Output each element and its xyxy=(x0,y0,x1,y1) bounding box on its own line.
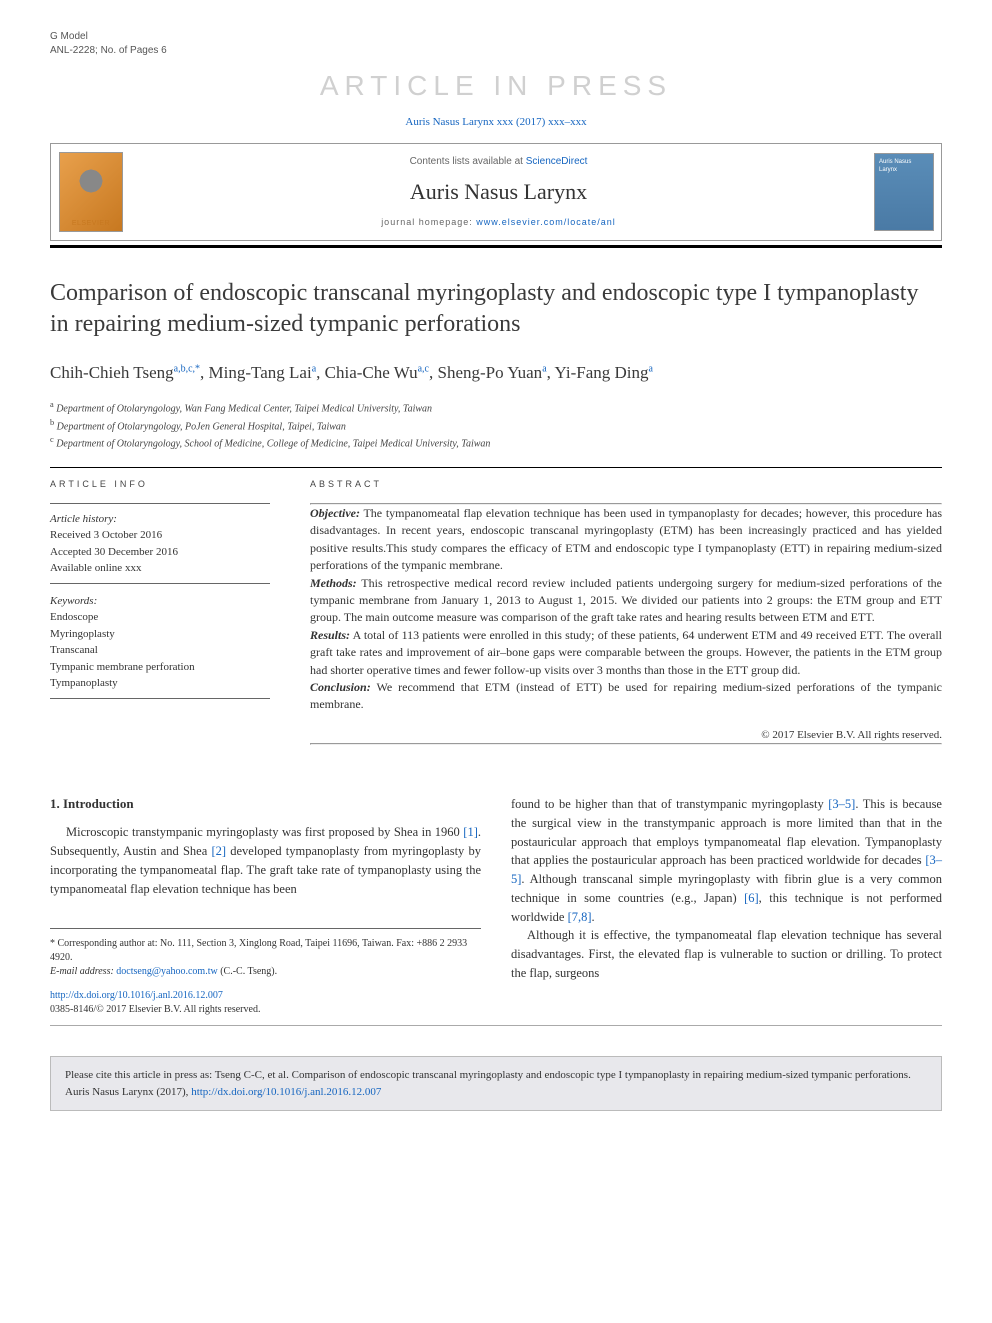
journal-cover-area: Auris Nasus Larynx xyxy=(866,145,941,239)
divider xyxy=(50,583,270,584)
homepage-link[interactable]: www.elsevier.com/locate/anl xyxy=(476,217,616,227)
ref-link[interactable]: [7,8] xyxy=(568,910,592,924)
abstract-text: Objective: The tympanomeatal flap elevat… xyxy=(310,505,942,714)
abstract-results-label: Results: xyxy=(310,628,350,642)
doi-link[interactable]: http://dx.doi.org/10.1016/j.anl.2016.12.… xyxy=(50,990,223,1001)
history-item: Available online xxx xyxy=(50,560,270,577)
author: Chia-Che Wua,c xyxy=(325,363,429,382)
corr-label: * Corresponding author at: xyxy=(50,938,160,949)
author: Ming-Tang Laia xyxy=(209,363,317,382)
gmodel-label: G Model xyxy=(50,30,167,44)
correspondence-block: * Corresponding author at: No. 111, Sect… xyxy=(50,928,481,979)
abstract-objective-label: Objective: xyxy=(310,506,360,520)
keyword: Endoscope xyxy=(50,609,270,626)
divider xyxy=(50,1025,942,1026)
body-column-left: 1. Introduction Microscopic transtympani… xyxy=(50,795,481,1017)
homepage-label: journal homepage: xyxy=(381,217,476,227)
article-info-label: ARTICLE INFO xyxy=(50,478,270,491)
watermark: ARTICLE IN PRESS xyxy=(50,66,942,105)
publisher-logo-area: ELSEVIER xyxy=(51,144,131,240)
article-title: Comparison of endoscopic transcanal myri… xyxy=(50,278,942,340)
ref-link[interactable]: [2] xyxy=(211,844,226,858)
abstract-conclusion: We recommend that ETM (instead of ETT) b… xyxy=(310,680,942,711)
author: Yi-Fang Dinga xyxy=(555,363,653,382)
journal-cover-icon: Auris Nasus Larynx xyxy=(874,153,934,231)
citation-doi-link[interactable]: http://dx.doi.org/10.1016/j.anl.2016.12.… xyxy=(191,1086,381,1098)
intro-heading: 1. Introduction xyxy=(50,795,481,813)
divider-bar xyxy=(50,245,942,248)
contents-text: Contents lists available at xyxy=(410,156,526,167)
abstract-methods-label: Methods: xyxy=(310,576,357,590)
citation-box: Please cite this article in press as: Ts… xyxy=(50,1056,942,1111)
body-column-right: found to be higher than that of transtym… xyxy=(511,795,942,1017)
body-paragraph: Although it is effective, the tympanomea… xyxy=(511,926,942,982)
affiliation: a Department of Otolaryngology, Wan Fang… xyxy=(50,399,942,416)
journal-name: Auris Nasus Larynx xyxy=(141,177,856,208)
email-link[interactable]: doctseng@yahoo.com.tw xyxy=(116,966,217,977)
contents-available: Contents lists available at ScienceDirec… xyxy=(141,155,856,169)
abstract-results: A total of 113 patients were enrolled in… xyxy=(310,628,942,677)
keyword: Tympanic membrane perforation xyxy=(50,659,270,676)
author: Chih-Chieh Tsenga,b,c,* xyxy=(50,363,200,382)
email-author: (C.-C. Tseng). xyxy=(218,966,277,977)
body-paragraph: Microscopic transtympanic myringoplasty … xyxy=(50,823,481,898)
keyword: Myringoplasty xyxy=(50,626,270,643)
affiliation: b Department of Otolaryngology, PoJen Ge… xyxy=(50,417,942,434)
abstract-conclusion-label: Conclusion: xyxy=(310,680,371,694)
divider xyxy=(310,743,942,745)
author: Sheng-Po Yuana xyxy=(438,363,547,382)
abstract-objective: The tympanomeatal flap elevation techniq… xyxy=(310,506,942,572)
issn-line: 0385-8146/© 2017 Elsevier B.V. All right… xyxy=(50,1003,481,1017)
divider xyxy=(50,698,270,699)
history-label: Article history: xyxy=(50,512,270,527)
abstract-copyright: © 2017 Elsevier B.V. All rights reserved… xyxy=(310,728,942,743)
ref-link[interactable]: [3–5] xyxy=(828,797,855,811)
sciencedirect-link[interactable]: ScienceDirect xyxy=(526,156,588,167)
abstract-methods: This retrospective medical record review… xyxy=(310,576,942,625)
history-item: Accepted 30 December 2016 xyxy=(50,544,270,561)
history-item: Received 3 October 2016 xyxy=(50,527,270,544)
journal-ref: Auris Nasus Larynx xxx (2017) xxx–xxx xyxy=(50,115,942,130)
body-columns: 1. Introduction Microscopic transtympani… xyxy=(50,795,942,1017)
divider xyxy=(50,467,942,468)
keyword: Tympanoplasty xyxy=(50,675,270,692)
affiliation: c Department of Otolaryngology, School o… xyxy=(50,434,942,451)
masthead: ELSEVIER Contents lists available at Sci… xyxy=(50,143,942,241)
author-list: Chih-Chieh Tsenga,b,c,*, Ming-Tang Laia,… xyxy=(50,360,942,386)
ref-link[interactable]: [6] xyxy=(744,891,759,905)
body-paragraph: found to be higher than that of transtym… xyxy=(511,795,942,926)
cover-text: Auris Nasus Larynx xyxy=(879,159,911,173)
article-info-column: ARTICLE INFO Article history: Received 3… xyxy=(50,478,270,745)
abstract-label: ABSTRACT xyxy=(310,478,942,491)
doi-block: http://dx.doi.org/10.1016/j.anl.2016.12.… xyxy=(50,989,481,1017)
anl-ref: ANL-2228; No. of Pages 6 xyxy=(50,44,167,58)
keyword: Transcanal xyxy=(50,642,270,659)
keywords-label: Keywords: xyxy=(50,594,270,609)
elsevier-label: ELSEVIER xyxy=(60,219,122,229)
ref-link[interactable]: [1] xyxy=(463,825,478,839)
homepage-line: journal homepage: www.elsevier.com/locat… xyxy=(141,216,856,229)
email-label: E-mail address: xyxy=(50,966,116,977)
header-meta: G Model ANL-2228; No. of Pages 6 xyxy=(50,30,942,58)
divider xyxy=(50,503,270,504)
affiliation-list: a Department of Otolaryngology, Wan Fang… xyxy=(50,399,942,451)
abstract-column: ABSTRACT Objective: The tympanomeatal fl… xyxy=(310,478,942,745)
elsevier-logo-icon: ELSEVIER xyxy=(59,152,123,232)
